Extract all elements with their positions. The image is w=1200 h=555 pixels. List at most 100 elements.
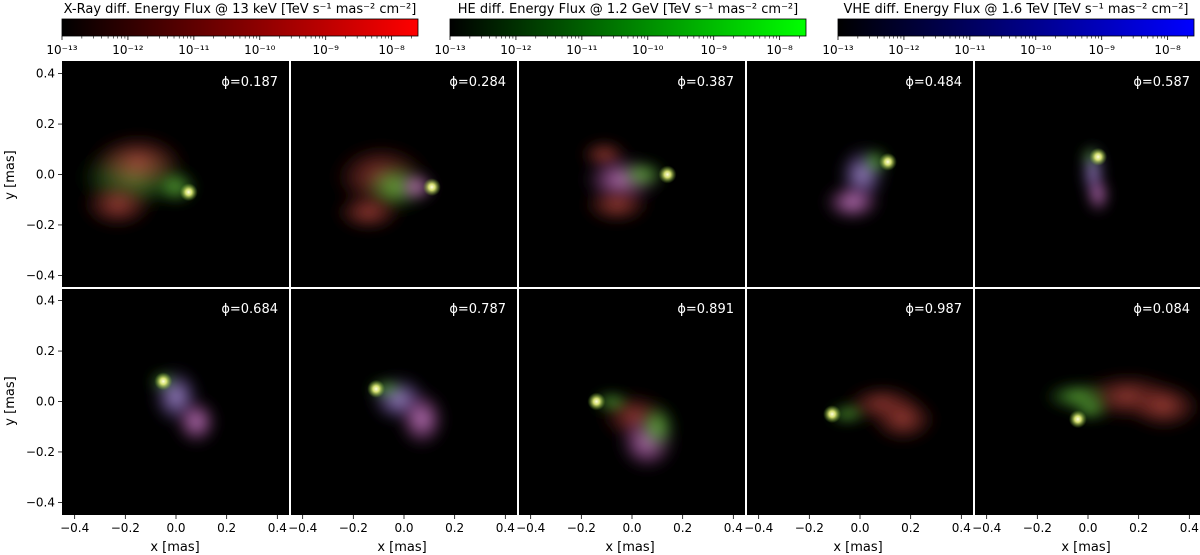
x-tick-label: −0.2 [339,521,368,535]
y-axis-label-bottom: y [mas] [3,376,18,425]
x-tick-label: 0.4 [268,521,287,535]
axes: 0.40.20.0−0.2−0.40.40.20.0−0.2−0.4−0.4 −0… [26,67,1199,535]
colorbar-tick-label: 10⁻⁸ [1154,43,1181,57]
x-tick-label: −0.2 [111,521,140,535]
y-tick-label: −0.4 [26,495,55,509]
y-tick-label: −0.4 [26,268,55,282]
x-axis-label-3: x [mas] [605,540,654,555]
shock-head [1089,147,1108,166]
x-tick-label: −0.4 [60,521,89,535]
panel-7: ϕ=0.787 [290,288,518,515]
emission-map [578,139,677,225]
x-tick-label: −0.2 [1023,521,1052,535]
colorbar-gradient [61,18,419,37]
x-tick-label: 0.0 [850,521,869,535]
x-axis-label-4: x [mas] [833,540,882,555]
shock-head [422,178,441,197]
x-tick-label: −0.2 [795,521,824,535]
x-tick-label: 0.2 [673,521,692,535]
x-axis-label-5: x [mas] [1061,540,1110,555]
emission-map [77,131,199,230]
colorbar-xray: X-Ray diff. Energy Flux @ 13 keV [TeV s⁻… [46,2,419,57]
y-tick-label: −0.2 [26,445,55,459]
colorbar-tick-label: 10⁻¹¹ [566,43,597,57]
x-tick-label: −0.4 [288,521,317,535]
panel-6: ϕ=0.684 [62,288,290,515]
colorbar-gradient [449,18,807,37]
phase-label: ϕ=0.084 [1133,302,1190,317]
phase-label: ϕ=0.587 [1133,75,1190,90]
emission-map [330,141,441,233]
phase-label: ϕ=0.484 [905,75,962,90]
colorbar-he-title: HE diff. Energy Flux @ 1.2 GeV [TeV s⁻¹ … [458,2,798,17]
shock-head [587,392,606,411]
emission-blob [822,182,883,223]
x-tick-label: 0.4 [724,521,743,535]
x-tick-label: 0.2 [901,521,920,535]
x-tick-label: 0.2 [1129,521,1148,535]
y-tick-label: 0.2 [36,344,55,358]
colorbar-vhe-title-unit: [TeV s⁻¹ mas⁻² cm⁻²] [1053,2,1188,17]
phase-label: ϕ=0.987 [905,302,962,317]
x-axis-label-2: x [mas] [377,540,426,555]
x-tick-label: 0.0 [166,521,185,535]
panel-8: ϕ=0.891 [518,288,746,515]
emission-blob [860,146,891,178]
colorbar-tick-label: 10⁻⁹ [312,43,339,57]
colorbar-tick-label: 10⁻¹² [888,43,919,57]
panel-9: ϕ=0.987 [746,288,974,515]
shock-head [823,405,842,424]
y-tick-label: 0.4 [36,67,55,81]
colorbar-tick-label: 10⁻¹³ [434,43,465,57]
emission-blob [1085,174,1111,215]
colorbar-tick-label: 10⁻⁹ [1088,43,1115,57]
x-tick-label: 0.4 [496,521,515,535]
emission-blob [578,139,630,170]
emission-blob [396,388,448,450]
emission-blob [396,171,437,203]
panel-2: ϕ=0.284 [290,61,518,288]
colorbar-tick-label: 10⁻¹⁰ [632,43,663,57]
colorbar-tick-label: 10⁻¹² [112,43,143,57]
colorbar-he-title-unit: [TeV s⁻¹ mas⁻² cm⁻²] [663,2,798,17]
y-tick-label: 0.0 [36,168,55,182]
shock-head [154,372,173,391]
emission-blob [333,192,404,233]
emission-map [1080,141,1111,215]
emission-map [823,383,939,445]
colorbars: X-Ray diff. Energy Flux @ 13 keV [TeV s⁻… [46,2,1195,57]
colorbar-he-title-main: HE diff. Energy Flux @ 1.2 GeV [458,2,659,17]
emission-map [366,373,448,450]
colorbar-tick-label: 10⁻⁸ [766,43,793,57]
x-tick-label: −0.2 [567,521,596,535]
x-tick-label: −0.4 [972,521,1001,535]
colorbar-xray-title-main: X-Ray diff. Energy Flux @ 13 keV [64,2,277,17]
colorbar-tick-label: 10⁻¹¹ [954,43,985,57]
emission-blob [173,396,220,447]
y-tick-label: 0.2 [36,117,55,131]
phase-label: ϕ=0.787 [449,302,506,317]
colorbar-tick-label: 10⁻¹³ [822,43,853,57]
panel-3: ϕ=0.387 [518,61,746,288]
colorbar-tick-label: 10⁻¹² [500,43,531,57]
x-tick-label: 0.0 [394,521,413,535]
colorbar-tick-label: 10⁻¹⁰ [244,43,275,57]
colorbar-he: HE diff. Energy Flux @ 1.2 GeV [TeV s⁻¹ … [434,2,807,57]
colorbar-tick-label: 10⁻⁸ [378,43,405,57]
y-axis-label-top: y [mas] [3,150,18,199]
emission-blob [637,401,678,452]
emission-map [148,366,220,447]
emission-blob [79,179,156,230]
colorbar-tick-label: 10⁻⁹ [700,43,727,57]
x-tick-label: 0.4 [1180,521,1199,535]
shock-head [367,379,386,398]
x-tick-label: 0.4 [952,521,971,535]
colorbar-xray-title-unit: [TeV s⁻¹ mas⁻² cm⁻²] [281,2,416,17]
x-tick-label: 0.0 [1078,521,1097,535]
phase-label: ϕ=0.684 [221,302,278,317]
colorbar-vhe: VHE diff. Energy Flux @ 1.6 TeV [TeV s⁻¹… [822,2,1195,57]
panel-5: ϕ=0.587 [974,61,1200,288]
phase-label: ϕ=0.284 [449,75,506,90]
emission-map [822,144,897,223]
